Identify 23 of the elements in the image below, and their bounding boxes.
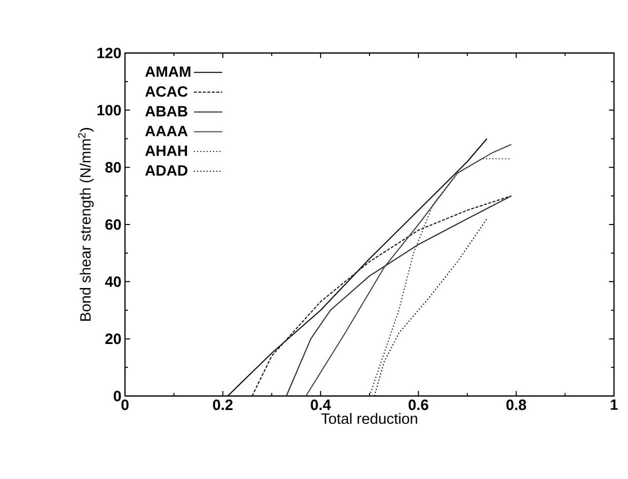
- legend-label: AHAH: [145, 146, 187, 156]
- y-tick-label: 40: [105, 276, 121, 287]
- y-tick-label: 0: [114, 390, 121, 402]
- legend-label: AMAM: [145, 66, 190, 77]
- y-tick-label: 80: [105, 162, 121, 173]
- line-series: [374, 218, 488, 396]
- x-tick-label: 0.4: [310, 400, 331, 410]
- legend-label: ADAD: [145, 165, 188, 176]
- x-tick-label: 0.2: [213, 400, 233, 410]
- x-tick-label: 0.6: [408, 400, 428, 410]
- y-tick-label: 20: [105, 334, 121, 344]
- y-axis-title: Bond shear strength (N/mm$^{2}$): [78, 128, 94, 321]
- x-tick-label: 0.8: [506, 400, 526, 410]
- x-tick-label: 1: [610, 400, 618, 410]
- line-series: [305, 144, 512, 396]
- legend-label: ABAB: [145, 106, 188, 116]
- legend-label: AAAA: [145, 126, 188, 136]
- y-tick-label: 120: [97, 48, 121, 58]
- x-axis-title: Total reduction: [321, 412, 418, 424]
- x-tick-label: 0: [121, 400, 129, 410]
- y-tick-label: 60: [105, 219, 121, 230]
- legend-label: ACAC: [145, 86, 188, 97]
- y-tick-label: 100: [97, 104, 121, 116]
